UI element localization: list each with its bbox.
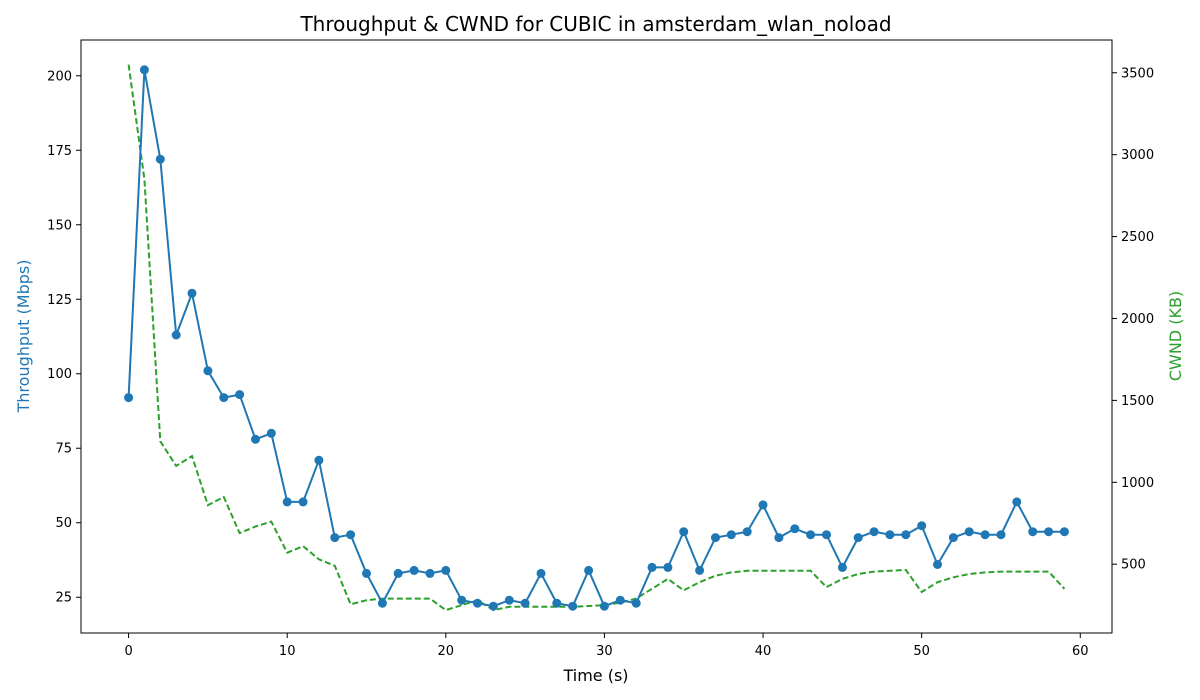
throughput-point xyxy=(631,598,641,608)
x-tick-label: 20 xyxy=(438,644,455,659)
series-layer xyxy=(124,64,1069,612)
throughput-point xyxy=(1012,497,1022,507)
x-axis-label: Time (s) xyxy=(562,666,628,685)
throughput-point xyxy=(568,601,578,611)
right-y-tick-label: 3000 xyxy=(1121,148,1154,163)
throughput-point xyxy=(362,568,371,578)
throughput-point xyxy=(663,562,673,572)
throughput-point xyxy=(124,393,134,403)
x-tick-label: 10 xyxy=(279,644,296,659)
left-y-tick-label: 175 xyxy=(47,144,72,159)
right-y-tick-label: 1000 xyxy=(1121,476,1154,491)
x-axis: 0 10 20 30 40 50 60 xyxy=(124,633,1089,659)
throughput-point xyxy=(1059,527,1069,537)
x-tick-label: 40 xyxy=(755,644,772,659)
throughput-point xyxy=(409,565,419,575)
throughput-point xyxy=(314,455,324,465)
throughput-point xyxy=(330,533,340,543)
throughput-point xyxy=(552,598,562,608)
throughput-point xyxy=(251,434,260,444)
throughput-point xyxy=(948,533,958,543)
x-tick-label: 30 xyxy=(596,644,613,659)
left-y-tick-label: 125 xyxy=(47,293,72,308)
throughput-point xyxy=(298,497,308,507)
throughput-point xyxy=(742,527,752,537)
throughput-point xyxy=(266,428,276,438)
throughput-point xyxy=(822,530,831,540)
throughput-point xyxy=(1028,527,1038,537)
throughput-point xyxy=(790,524,800,534)
throughput-point xyxy=(1044,527,1054,537)
right-y-tick-label: 500 xyxy=(1121,558,1146,573)
x-tick-label: 60 xyxy=(1072,644,1089,659)
throughput-point xyxy=(346,530,356,540)
throughput-point xyxy=(615,595,625,605)
throughput-point xyxy=(457,595,467,605)
right-y-tick-label: 1500 xyxy=(1121,394,1154,409)
throughput-point xyxy=(806,530,816,540)
cwnd-line xyxy=(127,64,1066,612)
throughput-point xyxy=(187,288,197,298)
throughput-point xyxy=(647,562,657,572)
throughput-point xyxy=(933,560,942,569)
throughput-point xyxy=(885,530,895,540)
throughput-point xyxy=(584,565,594,575)
throughput-point xyxy=(774,533,784,543)
plot-frame xyxy=(80,39,1113,634)
throughput-point xyxy=(679,527,689,537)
throughput-point xyxy=(488,601,498,611)
throughput-point xyxy=(393,568,403,578)
throughput-point xyxy=(726,530,736,540)
throughput-point xyxy=(996,530,1006,540)
throughput-point xyxy=(155,154,165,164)
left-y-tick-label: 75 xyxy=(55,442,72,457)
left-y-axis-label: Throughput (Mbps) xyxy=(14,260,33,414)
throughput-point xyxy=(504,595,514,605)
left-y-tick-label: 25 xyxy=(55,591,72,606)
throughput-point xyxy=(377,598,387,608)
throughput-point xyxy=(980,530,990,540)
chart-title: Throughput & CWND for CUBIC in amsterdam… xyxy=(299,12,891,36)
throughput-point xyxy=(917,521,927,531)
right-y-axis: 500 1000 1500 2000 2500 3000 3500 xyxy=(1112,66,1154,573)
throughput-point xyxy=(425,568,435,578)
throughput-point xyxy=(901,530,911,540)
right-y-tick-label: 2500 xyxy=(1121,230,1154,245)
throughput-point xyxy=(711,533,720,543)
throughput-point xyxy=(536,568,546,578)
throughput-point xyxy=(837,562,847,572)
throughput-point xyxy=(853,533,863,543)
throughput-point xyxy=(282,497,292,507)
x-tick-label: 0 xyxy=(124,644,132,659)
left-y-tick-label: 100 xyxy=(47,367,72,382)
right-y-axis-label: CWND (KB) xyxy=(1166,291,1185,381)
throughput-point xyxy=(520,598,530,608)
throughput-point xyxy=(758,500,768,510)
throughput-point xyxy=(599,601,609,611)
throughput-point xyxy=(869,527,879,537)
left-y-axis: 25 50 75 100 125 150 175 200 xyxy=(47,69,81,606)
right-y-tick-label: 3500 xyxy=(1121,66,1154,81)
throughput-point xyxy=(695,565,705,575)
throughput-point xyxy=(171,330,181,340)
left-y-tick-label: 50 xyxy=(55,516,72,531)
x-tick-label: 50 xyxy=(913,644,930,659)
throughput-point xyxy=(203,366,213,376)
throughput-point xyxy=(219,393,229,403)
right-y-tick-label: 2000 xyxy=(1121,312,1154,327)
throughput-point xyxy=(441,565,451,575)
left-y-tick-label: 150 xyxy=(47,218,72,233)
throughput-point xyxy=(964,527,974,537)
left-y-tick-label: 200 xyxy=(47,69,72,84)
throughput-point xyxy=(473,598,482,608)
throughput-point xyxy=(139,65,149,75)
throughput-point xyxy=(235,390,245,400)
